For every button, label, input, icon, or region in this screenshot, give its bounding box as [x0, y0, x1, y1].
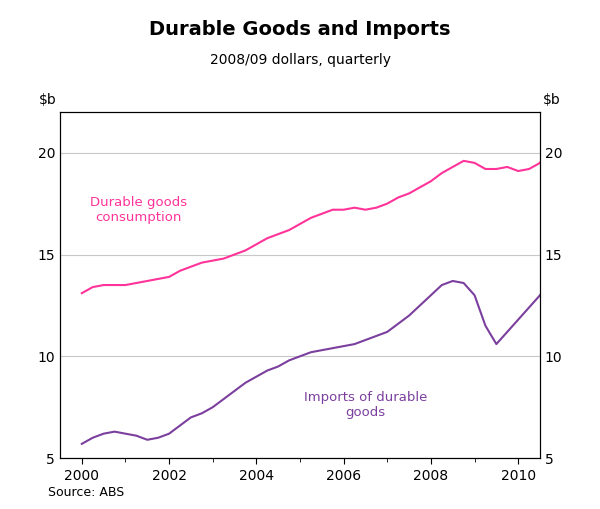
Text: 2008/09 dollars, quarterly: 2008/09 dollars, quarterly	[209, 53, 391, 68]
Text: Durable goods
consumption: Durable goods consumption	[90, 195, 187, 224]
Text: $b: $b	[543, 93, 561, 107]
Text: Durable Goods and Imports: Durable Goods and Imports	[149, 20, 451, 39]
Text: $b: $b	[39, 93, 57, 107]
Text: Source: ABS: Source: ABS	[48, 486, 124, 499]
Text: Imports of durable
goods: Imports of durable goods	[304, 391, 427, 419]
